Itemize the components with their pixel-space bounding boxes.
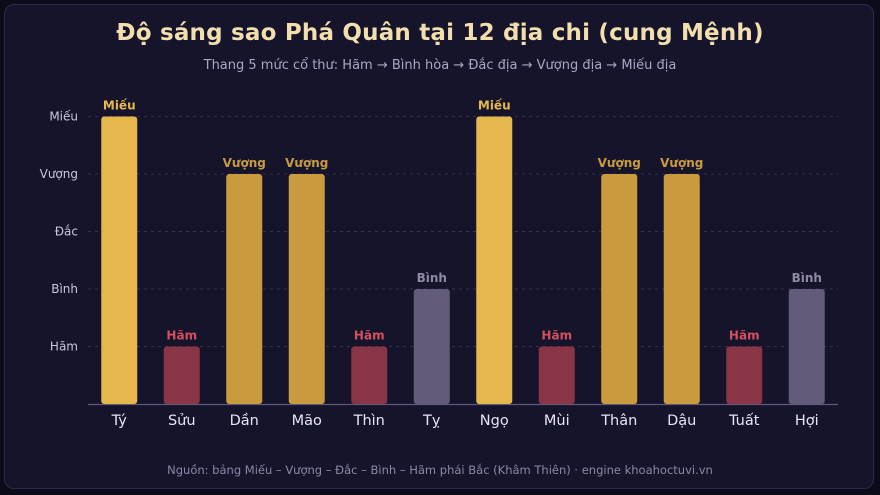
data-label: Miếu (478, 99, 511, 113)
chart-source-footer: Nguồn: bảng Miếu – Vượng – Đắc – Bình – … (167, 463, 713, 477)
x-tick-label: Hợi (795, 413, 819, 429)
x-tick-label: Sửu (168, 413, 196, 429)
y-tick-label: Đắc (55, 225, 78, 239)
chart-title: Độ sáng sao Phá Quân tại 12 địa chi (cun… (116, 20, 764, 46)
bar (663, 174, 700, 404)
bar (538, 346, 575, 404)
y-tick-label: Bình (51, 282, 78, 296)
bar (163, 346, 200, 404)
data-label: Hãm (354, 329, 385, 343)
x-tick-label: Ngọ (480, 413, 509, 429)
x-tick-label: Tỵ (422, 413, 441, 429)
x-tick-label: Mùi (544, 413, 570, 429)
data-label: Bình (417, 271, 447, 285)
bar (351, 346, 388, 404)
bar (226, 174, 263, 404)
x-tick-label: Tuất (728, 413, 760, 429)
bar (413, 289, 450, 404)
y-tick-label: Vượng (40, 167, 78, 181)
x-tick-label: Tý (111, 413, 128, 429)
bar (601, 174, 638, 404)
y-tick-label: Miếu (49, 110, 78, 124)
data-label: Bình (792, 271, 822, 285)
data-label: Hãm (541, 329, 572, 343)
bar (788, 289, 825, 404)
data-label: Vượng (660, 156, 703, 170)
data-label: Hãm (729, 329, 760, 343)
data-label: Vượng (223, 156, 266, 170)
bar (726, 346, 763, 404)
bar (288, 174, 325, 404)
data-label: Vượng (285, 156, 328, 170)
x-tick-label: Thìn (353, 413, 385, 429)
bar (101, 116, 138, 404)
data-label: Miếu (103, 99, 136, 113)
data-label: Vượng (598, 156, 641, 170)
bar (476, 116, 513, 404)
chart-subtitle: Thang 5 mức cổ thư: Hãm → Bình hòa → Đắc… (203, 58, 677, 73)
x-tick-label: Mão (292, 413, 322, 429)
data-label: Hãm (166, 329, 197, 343)
y-tick-label: Hãm (50, 340, 78, 354)
chart-card (4, 4, 874, 489)
x-tick-label: Thân (600, 413, 637, 429)
x-tick-label: Dần (230, 413, 259, 429)
x-tick-label: Dậu (667, 413, 696, 429)
